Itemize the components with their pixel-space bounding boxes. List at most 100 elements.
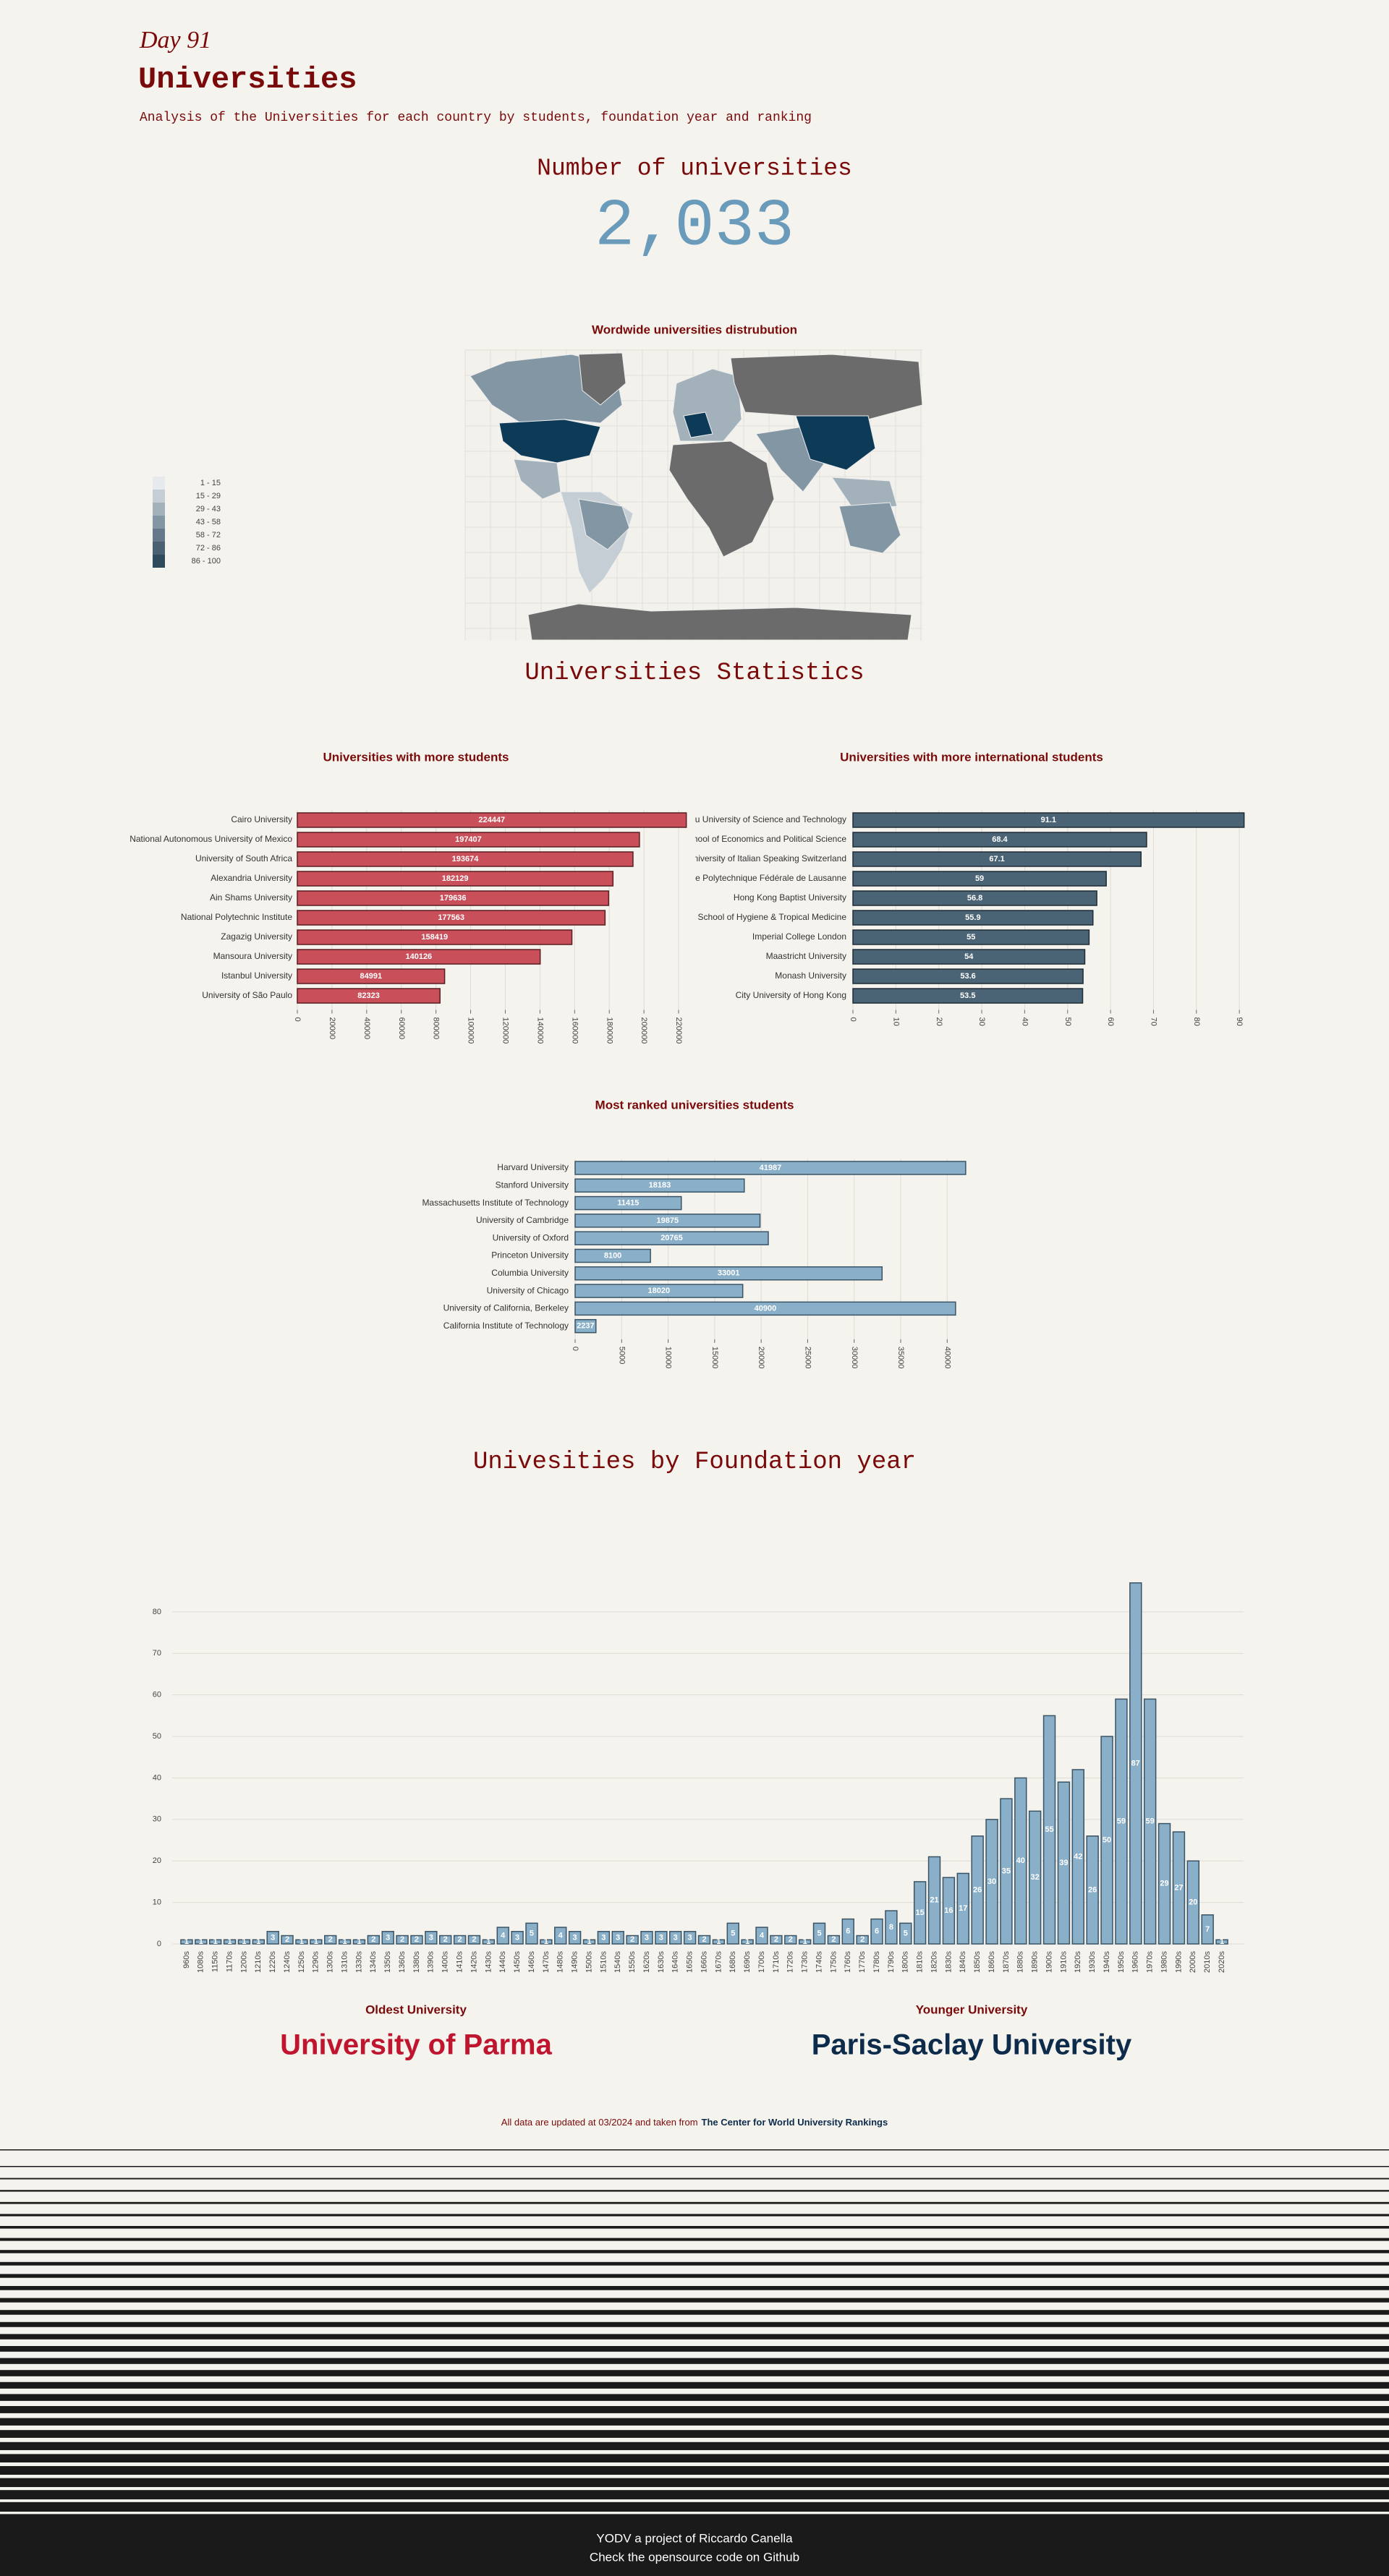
bar [852, 832, 1147, 848]
x-tick-label: 1700s [757, 1951, 766, 1973]
x-tick-label: 1840s [959, 1951, 967, 1973]
bar [297, 871, 614, 887]
category-label: Ain Shams University [210, 892, 292, 903]
value-label: 19875 [656, 1216, 679, 1225]
land [838, 502, 901, 554]
category-label: Massachusetts Institute of Technology [422, 1198, 569, 1208]
value-label: 7 [1205, 1925, 1210, 1934]
bar [297, 988, 441, 1004]
value-label: 67.1 [989, 855, 1004, 863]
x-tick-label: 1550s [628, 1951, 637, 1973]
x-tick-label: 40 [1020, 1018, 1029, 1026]
bar [1186, 1860, 1200, 1945]
value-label: 40 [1016, 1856, 1025, 1865]
bar [1086, 1835, 1099, 1945]
bar [252, 1939, 266, 1945]
x-tick-label: 1290s [312, 1951, 320, 1973]
note-source[interactable]: The Center for World University Rankings [702, 2117, 888, 2128]
bar [297, 812, 687, 828]
category-label: City University of Hong Kong [736, 990, 846, 1000]
x-tick-label: 1720s [786, 1951, 795, 1973]
x-tick-label: 35000 [896, 1347, 905, 1369]
category-label: Princeton University [491, 1250, 569, 1261]
x-tick-label: 1930s [1088, 1951, 1097, 1973]
bar [852, 949, 1086, 965]
bar [852, 929, 1090, 945]
land [730, 354, 923, 420]
value-label: 5 [731, 1929, 735, 1938]
section-title: Universities Statistics [524, 660, 864, 687]
value-label: 2 [860, 1935, 865, 1944]
x-tick-label: 140000 [535, 1018, 544, 1044]
bar [525, 1922, 538, 1945]
x-tick-label: 1390s [427, 1951, 436, 1973]
category-label: University of São Paulo [202, 990, 292, 1000]
x-tick-label: 1480s [556, 1951, 565, 1973]
bar [626, 1935, 639, 1945]
value-label: 6 [846, 1927, 850, 1936]
value-label: 1 [314, 1937, 318, 1946]
x-tick-label: 1680s [729, 1951, 737, 1973]
bar [324, 1935, 337, 1945]
value-label: 5 [817, 1929, 821, 1938]
stripe [0, 2370, 1389, 2376]
category-label: University of California, Berkeley [443, 1303, 569, 1313]
bar [611, 1931, 624, 1945]
x-tick-label: 1510s [599, 1951, 608, 1973]
x-tick-label: 1760s [844, 1951, 852, 1973]
value-label: 3 [601, 1933, 606, 1942]
bar [856, 1935, 869, 1945]
value-label: 197407 [455, 835, 482, 844]
x-tick-label: 180000 [605, 1018, 613, 1044]
category-label: University of Oxford [493, 1232, 569, 1242]
legend-label: 29 - 43 [196, 505, 221, 513]
bar [297, 832, 640, 848]
value-label: 30 [987, 1877, 996, 1886]
legend-label: 1 - 15 [200, 479, 221, 487]
bar [755, 1927, 768, 1945]
x-tick-label: 1540s [613, 1951, 622, 1973]
value-label: 3 [688, 1933, 692, 1942]
bar [770, 1935, 783, 1945]
value-label: 18183 [649, 1181, 671, 1190]
chart-title: Universities with more international stu… [840, 750, 1103, 764]
value-label: 82323 [357, 991, 380, 1000]
value-label: 53.6 [960, 972, 975, 981]
y-tick-label: 20 [153, 1856, 161, 1865]
value-label: 59 [1117, 1817, 1126, 1826]
value-label: 3 [674, 1933, 678, 1942]
bar [841, 1918, 854, 1945]
x-tick-label: 1800s [901, 1951, 910, 1973]
legend-swatch [153, 516, 165, 529]
bar [180, 1939, 193, 1945]
value-label: 68.4 [992, 835, 1008, 844]
category-label: Macau University of Science and Technolo… [674, 814, 846, 824]
value-label: 179636 [440, 894, 467, 903]
value-label: 1 [716, 1937, 721, 1946]
bar [885, 1910, 898, 1945]
stripe [0, 2310, 1389, 2315]
x-tick-label: 90 [1235, 1018, 1244, 1026]
bar [697, 1935, 711, 1945]
value-label: 4 [501, 1931, 506, 1940]
bar [669, 1931, 682, 1945]
value-label: 55 [1045, 1825, 1053, 1834]
bar [554, 1927, 567, 1945]
value-label: 39 [1059, 1859, 1068, 1867]
x-tick-label: 1420s [470, 1951, 478, 1973]
footer [0, 2522, 1389, 2576]
footer-link[interactable]: Check the opensource code on Github [590, 2550, 799, 2564]
x-tick-label: 0 [571, 1347, 579, 1351]
map-legend: 1 - 15 15 - 29 29 - 43 43 - 58 58 - 72 72 - 8… [153, 477, 221, 568]
bar [540, 1939, 553, 1945]
x-tick-label: 5000 [617, 1347, 626, 1364]
record-name: Paris-Saclay University [812, 2029, 1132, 2061]
value-label: 35 [1002, 1867, 1011, 1875]
value-label: 32 [1031, 1873, 1040, 1882]
x-tick-label: 1620s [642, 1951, 651, 1973]
value-label: 18020 [648, 1287, 671, 1295]
value-label: 40900 [755, 1304, 777, 1313]
value-label: 224447 [478, 816, 505, 824]
bar [381, 1931, 394, 1945]
category-label: Harvard University [497, 1162, 569, 1172]
